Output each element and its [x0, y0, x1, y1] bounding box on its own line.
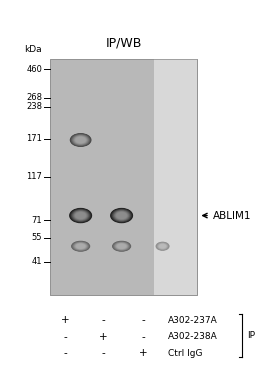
- Text: 117: 117: [26, 172, 42, 181]
- Text: Ctrl IgG: Ctrl IgG: [168, 349, 202, 358]
- Ellipse shape: [75, 136, 87, 144]
- Ellipse shape: [112, 241, 131, 252]
- Ellipse shape: [117, 244, 126, 249]
- Ellipse shape: [111, 209, 132, 223]
- Ellipse shape: [112, 209, 131, 222]
- Ellipse shape: [110, 208, 133, 223]
- Ellipse shape: [69, 208, 92, 223]
- Text: 55: 55: [32, 234, 42, 242]
- Ellipse shape: [74, 211, 88, 220]
- Ellipse shape: [70, 208, 92, 223]
- Ellipse shape: [70, 133, 92, 147]
- Ellipse shape: [72, 134, 89, 146]
- Ellipse shape: [72, 241, 89, 251]
- Ellipse shape: [74, 211, 87, 220]
- Ellipse shape: [72, 210, 89, 221]
- Ellipse shape: [156, 242, 169, 250]
- Ellipse shape: [76, 243, 86, 249]
- Ellipse shape: [70, 209, 91, 223]
- Text: +: +: [139, 348, 148, 358]
- Text: kDa: kDa: [25, 45, 42, 54]
- Ellipse shape: [76, 137, 86, 143]
- Ellipse shape: [70, 133, 91, 147]
- Ellipse shape: [157, 243, 168, 250]
- Ellipse shape: [111, 208, 133, 223]
- Ellipse shape: [159, 244, 166, 249]
- Bar: [50, 59, 197, 295]
- Text: A302-237A: A302-237A: [168, 316, 217, 325]
- Text: A302-238A: A302-238A: [168, 332, 217, 341]
- Text: -: -: [102, 348, 105, 358]
- Ellipse shape: [157, 242, 168, 250]
- Ellipse shape: [114, 210, 130, 221]
- Ellipse shape: [73, 135, 88, 145]
- Text: -: -: [142, 332, 145, 342]
- Ellipse shape: [71, 241, 90, 252]
- Ellipse shape: [159, 244, 166, 249]
- Text: 41: 41: [32, 257, 42, 266]
- Ellipse shape: [74, 136, 87, 144]
- Ellipse shape: [117, 243, 126, 249]
- Ellipse shape: [71, 134, 90, 146]
- Ellipse shape: [158, 243, 167, 249]
- Text: -: -: [142, 315, 145, 325]
- Text: ABLIM1: ABLIM1: [212, 210, 251, 221]
- Ellipse shape: [113, 242, 130, 251]
- Ellipse shape: [116, 243, 127, 250]
- Ellipse shape: [76, 244, 85, 249]
- Ellipse shape: [75, 212, 87, 219]
- Text: +: +: [61, 315, 70, 325]
- Ellipse shape: [115, 211, 128, 220]
- Text: +: +: [99, 332, 108, 342]
- Ellipse shape: [73, 135, 88, 145]
- Ellipse shape: [73, 242, 88, 251]
- Text: 71: 71: [31, 216, 42, 225]
- Ellipse shape: [71, 209, 90, 222]
- Text: IP/WB: IP/WB: [105, 36, 142, 49]
- Ellipse shape: [73, 210, 89, 221]
- Ellipse shape: [159, 244, 166, 248]
- Ellipse shape: [74, 243, 87, 250]
- Ellipse shape: [116, 212, 127, 219]
- Ellipse shape: [73, 210, 88, 221]
- Ellipse shape: [112, 209, 131, 222]
- Ellipse shape: [115, 211, 129, 220]
- Text: -: -: [63, 332, 67, 342]
- Text: 238: 238: [26, 102, 42, 112]
- Ellipse shape: [158, 243, 167, 250]
- Ellipse shape: [115, 242, 128, 250]
- Ellipse shape: [114, 210, 129, 221]
- Ellipse shape: [74, 242, 87, 250]
- Ellipse shape: [72, 135, 89, 145]
- Ellipse shape: [112, 241, 131, 251]
- Ellipse shape: [76, 212, 86, 219]
- Ellipse shape: [71, 134, 90, 146]
- Text: 171: 171: [26, 134, 42, 143]
- Ellipse shape: [73, 242, 88, 250]
- Bar: [154, 59, 197, 295]
- Text: IP: IP: [247, 331, 255, 340]
- Text: 268: 268: [26, 93, 42, 102]
- Ellipse shape: [71, 241, 90, 251]
- Ellipse shape: [75, 243, 86, 249]
- Text: -: -: [63, 348, 67, 358]
- Bar: [50, 59, 197, 295]
- Ellipse shape: [114, 242, 129, 251]
- Text: 460: 460: [26, 65, 42, 74]
- Text: -: -: [102, 315, 105, 325]
- Ellipse shape: [116, 243, 127, 249]
- Ellipse shape: [75, 243, 87, 250]
- Ellipse shape: [158, 243, 167, 249]
- Ellipse shape: [155, 242, 169, 251]
- Ellipse shape: [71, 209, 90, 222]
- Ellipse shape: [114, 242, 129, 250]
- Ellipse shape: [113, 241, 130, 251]
- Ellipse shape: [116, 212, 127, 219]
- Ellipse shape: [113, 210, 130, 221]
- Ellipse shape: [75, 137, 86, 143]
- Ellipse shape: [156, 242, 169, 251]
- Ellipse shape: [72, 242, 89, 251]
- Ellipse shape: [115, 243, 128, 250]
- Ellipse shape: [157, 243, 168, 250]
